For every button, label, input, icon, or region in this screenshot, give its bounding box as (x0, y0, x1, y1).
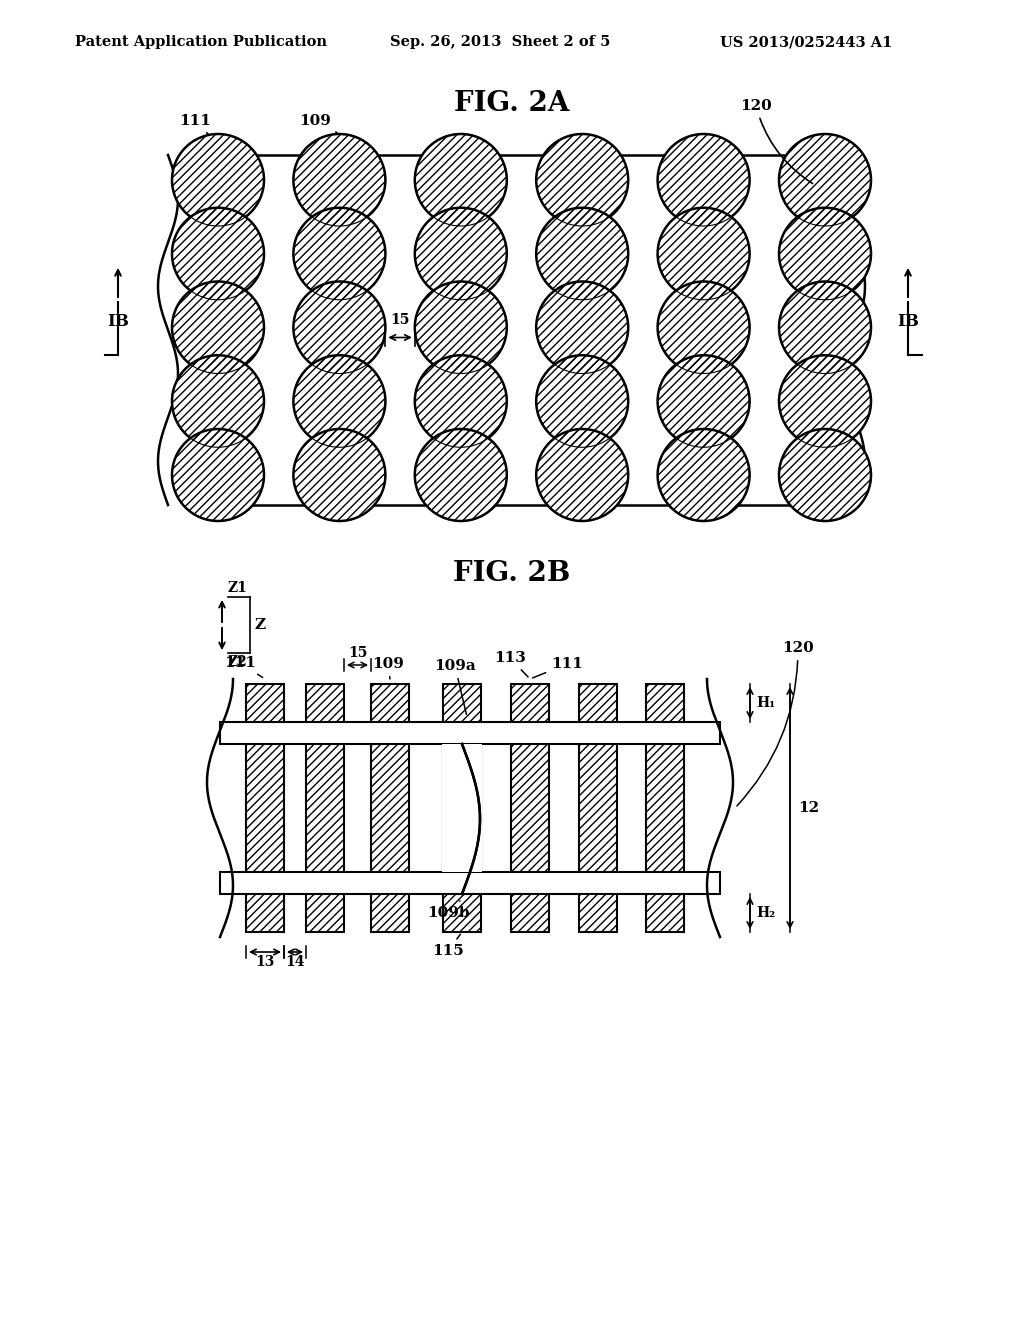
Text: 120: 120 (740, 99, 813, 183)
Ellipse shape (779, 135, 871, 226)
Text: Patent Application Publication: Patent Application Publication (75, 36, 327, 49)
Text: IB: IB (108, 314, 129, 330)
Bar (646, 684, 684, 932)
Text: 109a: 109a (434, 659, 476, 714)
Ellipse shape (657, 281, 750, 374)
Text: 111: 111 (179, 114, 211, 135)
Bar (443, 684, 481, 932)
Text: Z: Z (254, 618, 265, 632)
Bar (246, 684, 284, 932)
Bar (371, 684, 409, 932)
Ellipse shape (415, 429, 507, 521)
Ellipse shape (657, 207, 750, 300)
Ellipse shape (415, 135, 507, 226)
Text: 15: 15 (390, 314, 410, 327)
Bar (306, 684, 344, 932)
Text: H₂: H₂ (756, 906, 775, 920)
Text: 120: 120 (737, 642, 814, 807)
Text: 13: 13 (255, 954, 274, 969)
Bar (442, 744, 482, 873)
Bar (306, 684, 344, 932)
Ellipse shape (415, 207, 507, 300)
Bar (220, 722, 720, 744)
Text: 15: 15 (348, 645, 368, 660)
Text: IB: IB (897, 314, 919, 330)
Bar (646, 684, 684, 932)
Text: 109: 109 (299, 114, 337, 133)
Bar (511, 684, 549, 932)
Text: FIG. 2B: FIG. 2B (454, 560, 570, 587)
Text: 109b: 109b (427, 902, 469, 920)
Text: 115: 115 (432, 935, 464, 958)
Ellipse shape (779, 207, 871, 300)
Ellipse shape (172, 429, 264, 521)
Ellipse shape (537, 207, 628, 300)
Text: Sep. 26, 2013  Sheet 2 of 5: Sep. 26, 2013 Sheet 2 of 5 (390, 36, 610, 49)
Text: Z2: Z2 (228, 655, 248, 669)
Text: 111: 111 (224, 656, 263, 677)
Text: 12: 12 (798, 801, 819, 814)
Ellipse shape (172, 355, 264, 447)
Ellipse shape (294, 207, 385, 300)
Text: H₁: H₁ (756, 696, 775, 710)
Text: 14: 14 (286, 954, 305, 969)
Bar (443, 684, 481, 932)
Text: 109: 109 (372, 657, 403, 678)
Ellipse shape (172, 135, 264, 226)
Ellipse shape (537, 355, 628, 447)
Bar (511, 684, 549, 932)
Bar (246, 684, 284, 932)
Ellipse shape (294, 135, 385, 226)
Ellipse shape (294, 355, 385, 447)
Ellipse shape (537, 429, 628, 521)
Ellipse shape (779, 355, 871, 447)
Ellipse shape (779, 429, 871, 521)
Ellipse shape (415, 281, 507, 374)
Bar (579, 684, 617, 932)
Ellipse shape (415, 355, 507, 447)
Ellipse shape (657, 355, 750, 447)
Text: FIG. 2A: FIG. 2A (455, 90, 569, 117)
Ellipse shape (657, 135, 750, 226)
Bar (220, 873, 720, 894)
Ellipse shape (294, 281, 385, 374)
Bar (579, 684, 617, 932)
Ellipse shape (537, 281, 628, 374)
Ellipse shape (779, 281, 871, 374)
Text: US 2013/0252443 A1: US 2013/0252443 A1 (720, 36, 892, 49)
Ellipse shape (657, 429, 750, 521)
Bar (371, 684, 409, 932)
Ellipse shape (294, 429, 385, 521)
Ellipse shape (537, 135, 628, 226)
Ellipse shape (172, 207, 264, 300)
Ellipse shape (172, 281, 264, 374)
Text: 113: 113 (494, 651, 528, 677)
Text: Z1: Z1 (228, 581, 248, 595)
Text: 111: 111 (532, 657, 583, 678)
